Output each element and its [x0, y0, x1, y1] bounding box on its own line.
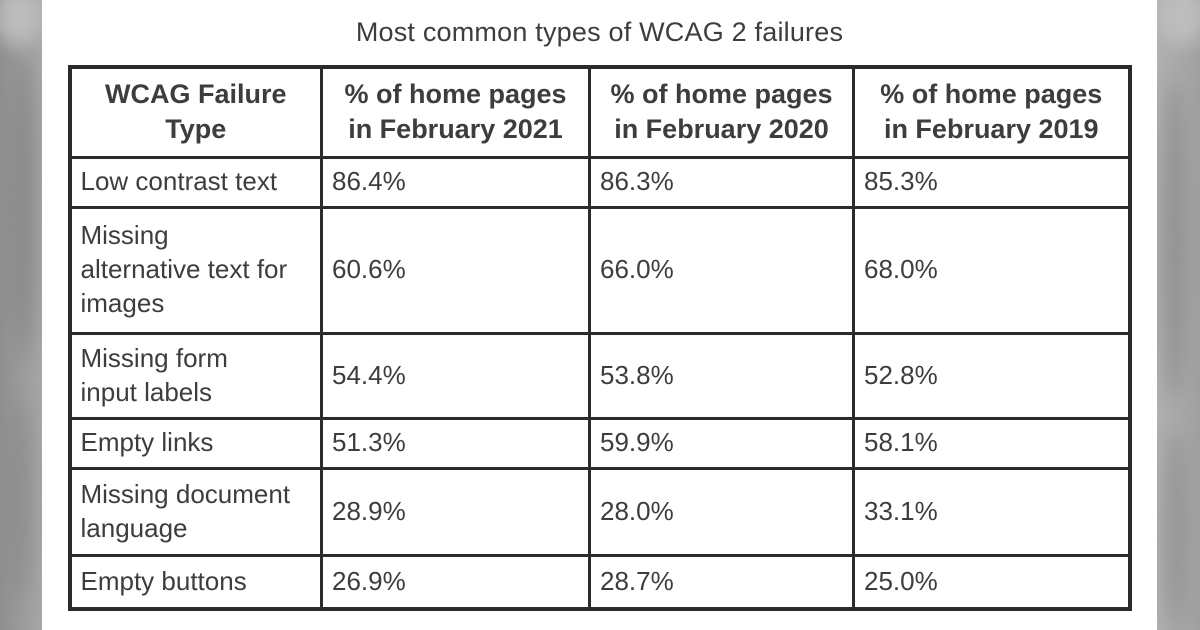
left-blur-band [0, 0, 42, 630]
value-cell: 26.9% [320, 553, 591, 611]
value-cell: 86.3% [588, 155, 855, 209]
value-cell: 66.0% [588, 205, 855, 335]
blur-blob-dark [1163, 430, 1187, 630]
blur-blob-light [1157, 0, 1200, 46]
right-blur-band [1157, 0, 1200, 630]
value-cell: 53.8% [588, 331, 855, 420]
header-row: WCAG Failure Type % of home pages in Feb… [68, 65, 1131, 159]
value-cell: 33.1% [852, 466, 1131, 557]
failure-type-cell: Missing document language [68, 466, 323, 557]
table-row: Missing alternative text for images 60.6… [68, 205, 1131, 335]
value-cell: 58.1% [852, 416, 1131, 470]
value-cell: 59.9% [588, 416, 855, 470]
value-cell: 28.7% [588, 553, 855, 611]
value-cell: 85.3% [852, 155, 1131, 209]
failure-type-cell: Low contrast text [68, 155, 323, 209]
chart-title: Most common types of WCAG 2 failures [355, 17, 844, 47]
table-row: Empty links 51.3% 59.9% 58.1% [68, 416, 1131, 470]
content-area: Most common types of WCAG 2 failures WCA… [42, 0, 1157, 630]
value-cell: 51.3% [320, 416, 591, 470]
value-cell: 60.6% [320, 205, 591, 335]
blur-blob-dark [8, 400, 32, 600]
blur-blob-dark [1161, 80, 1187, 400]
blur-blob-light [0, 0, 42, 46]
table-row: Empty buttons 26.9% 28.7% 25.0% [68, 553, 1131, 611]
wcag-failures-table: WCAG Failure Type % of home pages in Feb… [67, 65, 1132, 611]
value-cell: 86.4% [320, 155, 591, 209]
value-cell: 68.0% [852, 205, 1131, 335]
column-header-feb-2019: % of home pages in February 2019 [852, 65, 1131, 159]
value-cell: 25.0% [852, 553, 1131, 611]
value-cell: 28.0% [588, 466, 855, 557]
blur-blob-dark [10, 60, 36, 360]
value-cell: 28.9% [320, 466, 591, 557]
table-row: Missing document language 28.9% 28.0% 33… [68, 466, 1131, 557]
column-header-failure-type: WCAG Failure Type [68, 65, 323, 159]
table-row: Low contrast text 86.4% 86.3% 85.3% [68, 155, 1131, 209]
failure-type-cell: Missing form input labels [68, 331, 323, 420]
value-cell: 54.4% [320, 331, 591, 420]
failure-type-cell: Missing alternative text for images [68, 205, 323, 335]
column-header-feb-2020: % of home pages in February 2020 [588, 65, 855, 159]
table-row: Missing form input labels 54.4% 53.8% 52… [68, 331, 1131, 420]
failure-type-cell: Empty buttons [68, 553, 323, 611]
value-cell: 52.8% [852, 331, 1131, 420]
failure-type-cell: Empty links [68, 416, 323, 470]
column-header-feb-2021: % of home pages in February 2021 [320, 65, 591, 159]
